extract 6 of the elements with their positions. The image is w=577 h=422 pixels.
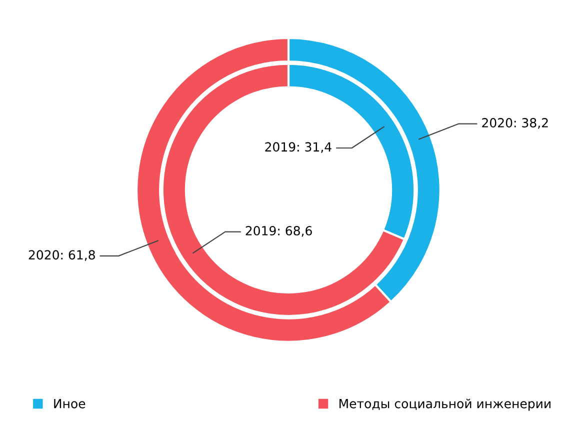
legend-label: Иное bbox=[54, 399, 86, 408]
data-label: 2019: 68,6 bbox=[246, 226, 312, 237]
data-label: 2020: 38,2 bbox=[482, 118, 548, 129]
data-label: 2020: 61,8 bbox=[28, 250, 95, 261]
legend-label: Методы социальной инженерии bbox=[340, 398, 550, 411]
data-label: 2019: 31,4 bbox=[265, 142, 332, 153]
